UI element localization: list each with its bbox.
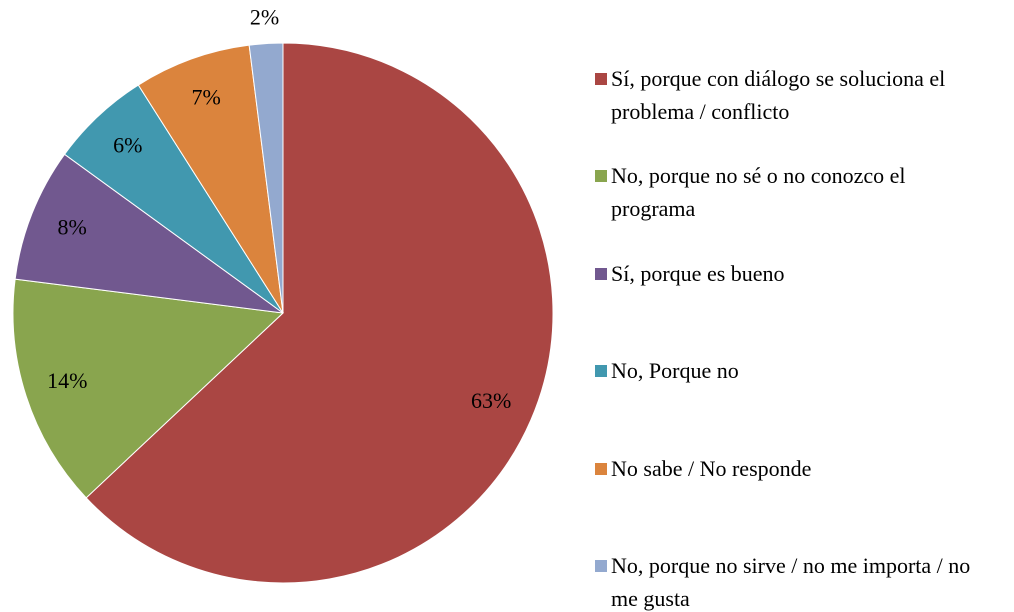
pie-slice: [85, 42, 554, 584]
data-label: 2%: [250, 4, 279, 29]
data-label: 6%: [113, 133, 142, 158]
legend-label: Sí, porque con diálogo se soluciona el p…: [611, 66, 946, 124]
legend-item: No, Porque no: [595, 354, 995, 387]
legend-swatch: [595, 560, 607, 572]
legend-item: Sí, porque es bueno: [595, 257, 995, 290]
legend-swatch: [595, 170, 607, 183]
legend-label: No, porque no sirve / no me importa / no…: [611, 553, 971, 611]
data-label: 7%: [192, 85, 221, 110]
legend-item: Sí, porque con diálogo se soluciona el p…: [595, 62, 995, 128]
legend-item: No, porque no sé o no conozco el program…: [595, 159, 995, 225]
legend-swatch: [595, 365, 607, 378]
data-label: 8%: [57, 215, 86, 240]
data-label: 63%: [471, 388, 511, 413]
pie-slice: [137, 44, 284, 314]
legend-swatch: [595, 267, 607, 280]
legend-label: No, porque no sé o no conozco el program…: [611, 163, 906, 222]
pie-slice: [14, 153, 284, 314]
legend-item: No, porque no sirve / no me importa / no…: [595, 549, 995, 612]
legend-item: No sabe / No responde: [595, 452, 995, 485]
pie-slice: [248, 42, 284, 314]
legend-swatch: [595, 462, 607, 475]
legend-label: Sí, porque es bueno: [611, 260, 785, 286]
legend-label: No sabe / No responde: [611, 455, 812, 481]
legend-swatch: [595, 73, 607, 85]
pie-slice: [12, 278, 285, 499]
data-label: 14%: [47, 368, 87, 393]
legend-label: No, Porque no: [611, 358, 739, 384]
